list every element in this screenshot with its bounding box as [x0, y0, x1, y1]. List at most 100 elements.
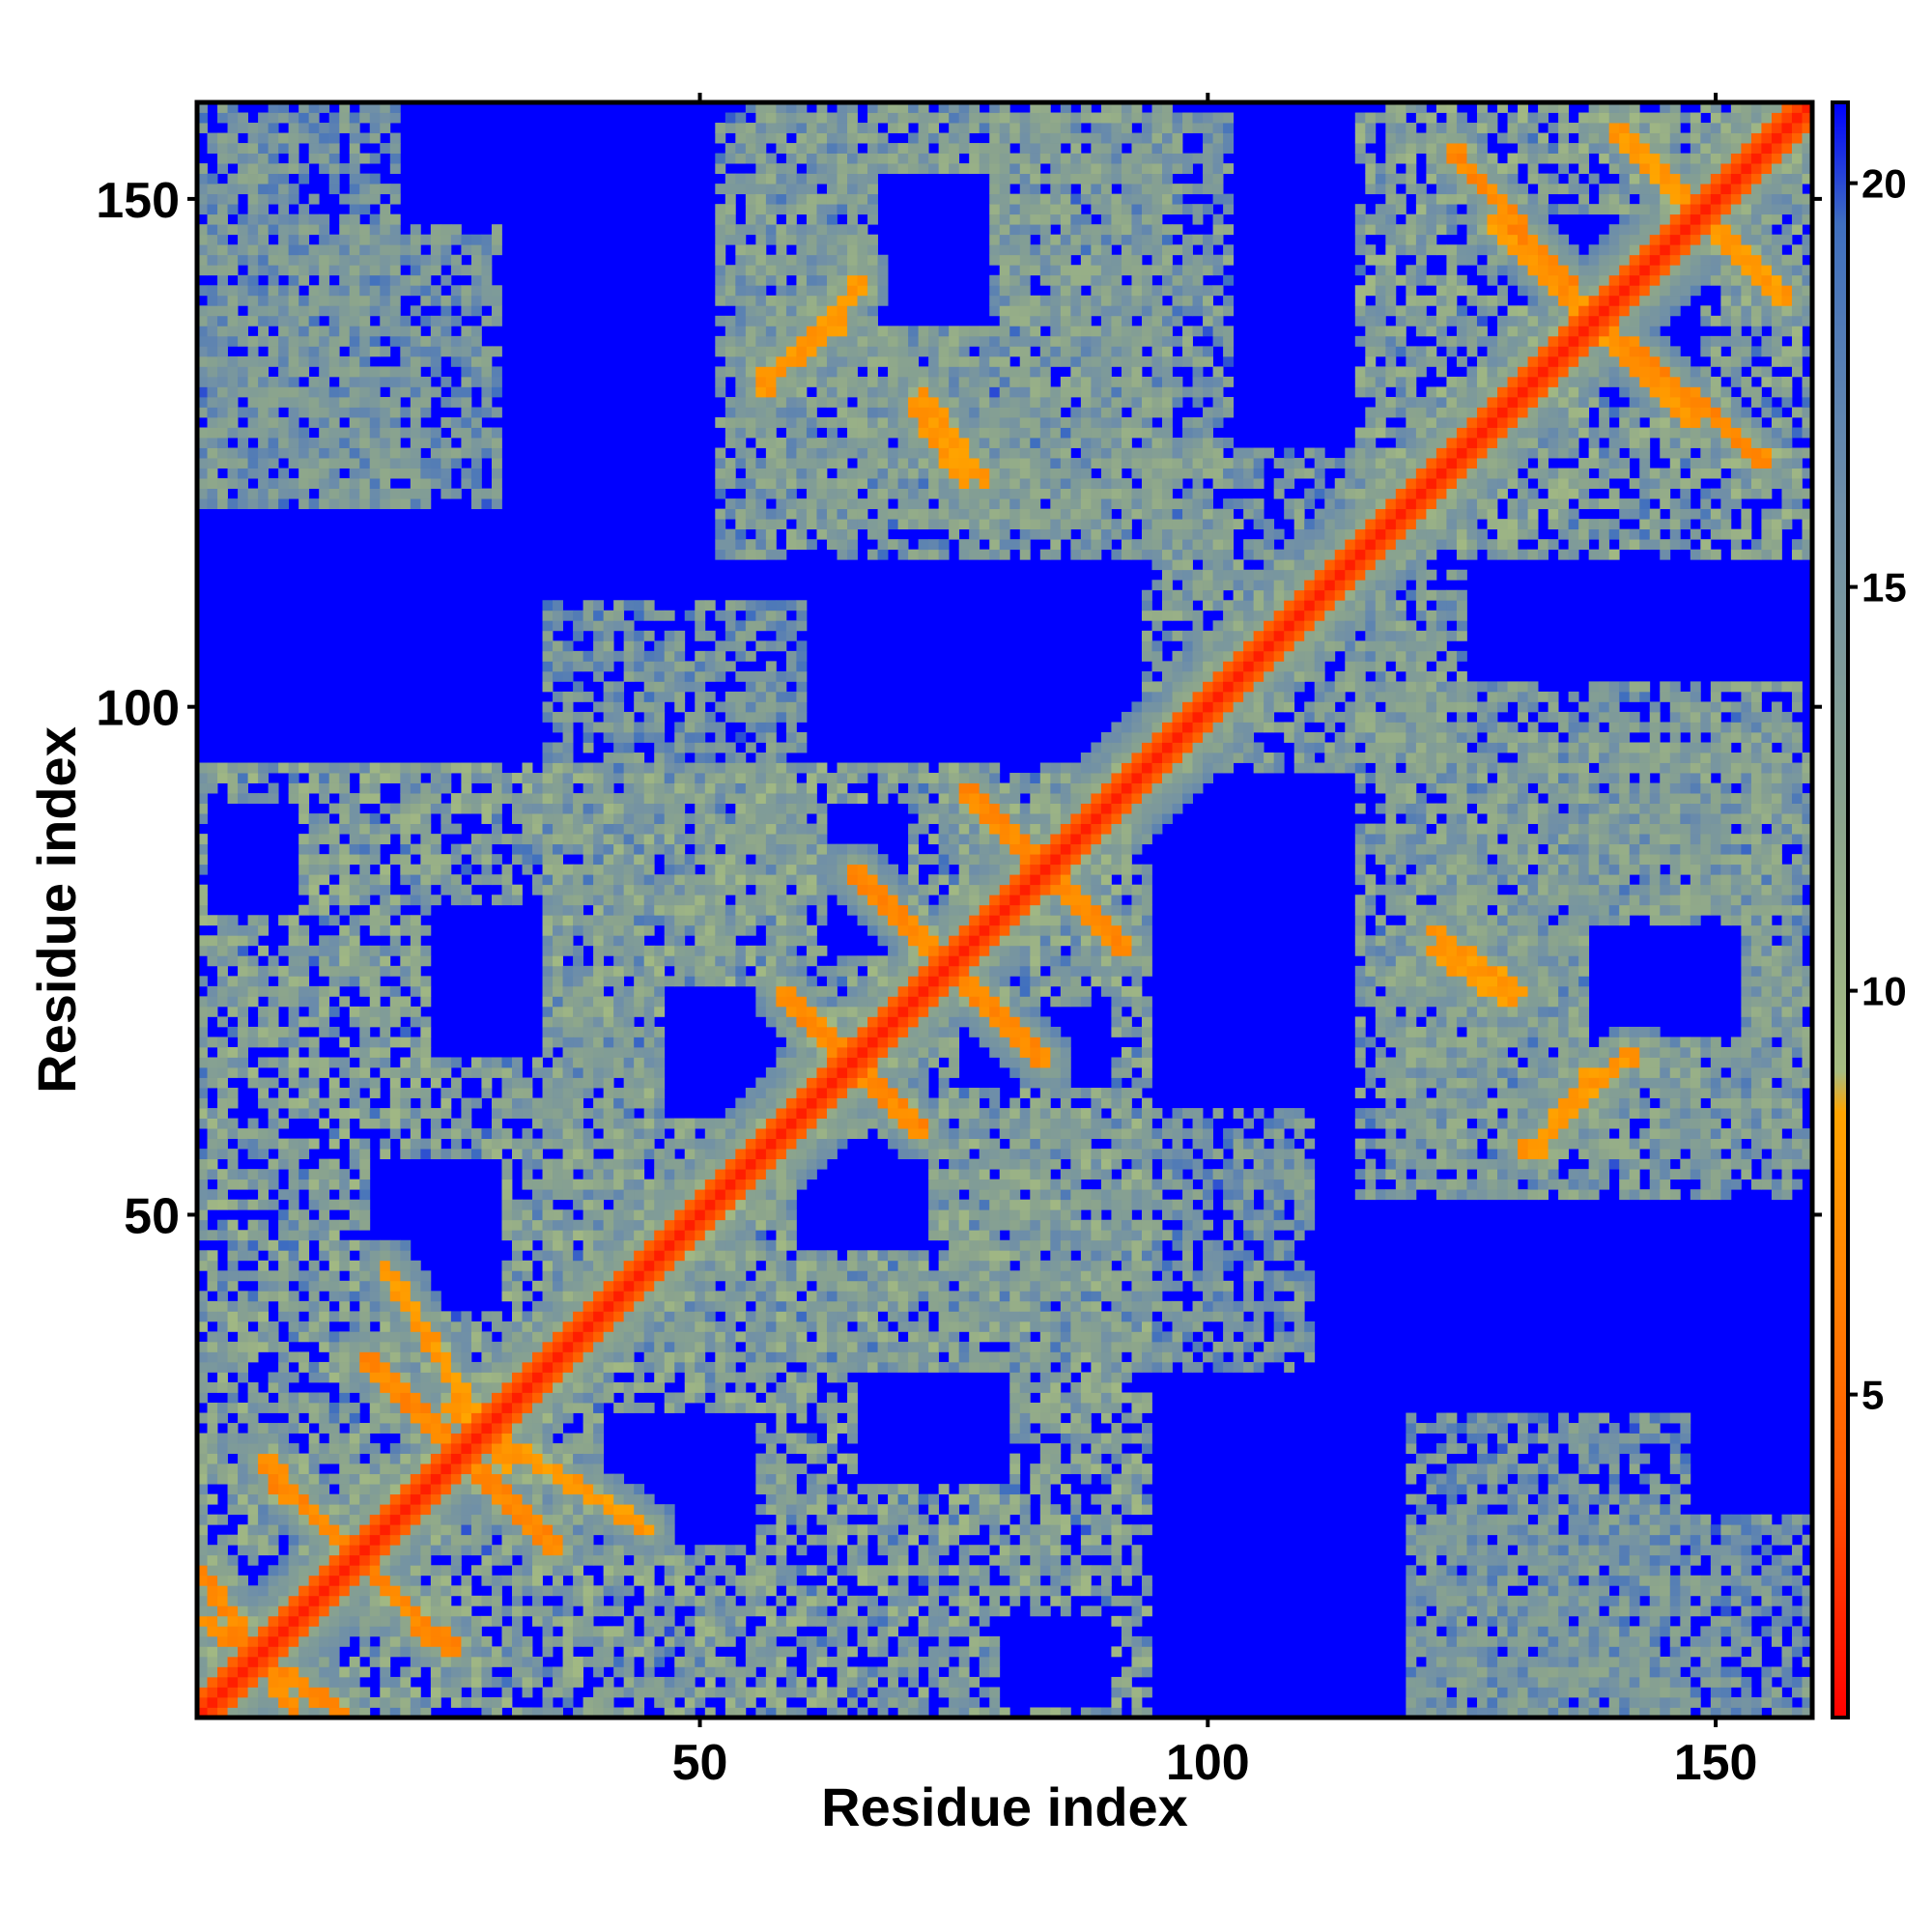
heatmap-cell [328, 773, 340, 783]
heatmap-cell [695, 1250, 706, 1262]
heatmap-cell [298, 1270, 310, 1282]
heatmap-cell [643, 1534, 655, 1546]
heatmap-cell [349, 366, 360, 378]
heatmap-cell [511, 1707, 523, 1719]
heatmap-cell [359, 285, 371, 297]
heatmap-cell [664, 1635, 675, 1647]
heatmap-cell [268, 1646, 279, 1658]
heatmap-cell [217, 224, 228, 236]
heatmap-cell [369, 295, 381, 306]
heatmap-cell [623, 1545, 635, 1556]
heatmap-cell [562, 823, 574, 835]
heatmap-cell [684, 711, 696, 723]
heatmap-cell [643, 823, 655, 835]
heatmap-cell [278, 478, 290, 489]
heatmap-cell [613, 1260, 625, 1271]
heatmap-cell [268, 1138, 279, 1150]
heatmap-cell [674, 1118, 686, 1129]
heatmap-cell [553, 1108, 563, 1119]
heatmap-cell [227, 478, 239, 489]
heatmap-cell [593, 661, 605, 672]
heatmap-cell [593, 1016, 605, 1028]
heatmap-cell [623, 1392, 635, 1404]
heatmap-cell [227, 498, 239, 510]
heatmap-cell [207, 782, 218, 794]
heatmap-cell [349, 143, 360, 154]
heatmap-cell [704, 823, 716, 835]
heatmap-cell [532, 1331, 543, 1343]
heatmap-cell [197, 1676, 208, 1688]
heatmap-cell [247, 285, 259, 297]
heatmap-cell [349, 1585, 360, 1597]
heatmap-cell [440, 224, 452, 236]
heatmap-cell [481, 1351, 493, 1363]
heatmap-cell [339, 1088, 351, 1098]
heatmap-cell [461, 355, 472, 367]
heatmap-cell [410, 1138, 421, 1150]
heatmap-cell [400, 1575, 412, 1586]
heatmap-cell [715, 1291, 726, 1302]
heatmap-cell [339, 823, 351, 835]
heatmap-cell [339, 1372, 351, 1383]
heatmap-cell [511, 1412, 523, 1424]
heatmap-cell [634, 1239, 645, 1251]
heatmap-cell [410, 1646, 421, 1658]
heatmap-cell [715, 1118, 726, 1129]
heatmap-cell [532, 793, 543, 804]
heatmap-cell [704, 1250, 716, 1262]
heatmap-cell [410, 447, 421, 459]
heatmap-cell [238, 488, 248, 499]
heatmap-cell [440, 438, 452, 448]
heatmap-cell [724, 355, 736, 367]
heatmap-cell [735, 854, 747, 866]
heatmap-cell [593, 1361, 605, 1373]
heatmap-cell [735, 528, 747, 540]
heatmap-cell [247, 1026, 259, 1037]
heatmap-cell [238, 1696, 248, 1708]
heatmap-cell [553, 753, 563, 763]
heatmap-cell [450, 1514, 462, 1525]
heatmap-cell [501, 1463, 513, 1475]
heatmap-cell [308, 895, 320, 906]
heatmap-cell [380, 1372, 391, 1383]
heatmap-cell [593, 1403, 605, 1413]
heatmap-cell [634, 1230, 645, 1241]
heatmap-cell [684, 742, 696, 753]
heatmap-cell [359, 112, 371, 124]
heatmap-cell [613, 1088, 625, 1098]
heatmap-cell [542, 1666, 554, 1678]
heatmap-cell [308, 874, 320, 886]
heatmap-cell [319, 1605, 330, 1617]
heatmap-cell [278, 1088, 290, 1098]
heatmap-cell [430, 1412, 441, 1424]
heatmap-cell [623, 1361, 635, 1373]
heatmap-cells [197, 102, 1813, 1719]
heatmap-cell [481, 773, 493, 783]
heatmap-cell [643, 1361, 655, 1373]
heatmap-cell [684, 1321, 696, 1332]
heatmap-cell [450, 1403, 462, 1413]
heatmap-cell [339, 1260, 351, 1271]
heatmap-cell [542, 1341, 554, 1352]
heatmap-cell [522, 1443, 533, 1454]
heatmap-cell [674, 762, 686, 774]
heatmap-cell [207, 366, 218, 378]
heatmap-cell [674, 1270, 686, 1282]
heatmap-cell [298, 1423, 310, 1434]
heatmap-cell [643, 1230, 655, 1241]
heatmap-cell [349, 1077, 360, 1089]
heatmap-cell [724, 274, 736, 286]
heatmap-cell [522, 782, 533, 794]
heatmap-cell [298, 1321, 310, 1332]
heatmap-cell [603, 1381, 614, 1393]
heatmap-cell [491, 1149, 502, 1160]
heatmap-cell [380, 1403, 391, 1413]
heatmap-cell [440, 346, 452, 357]
heatmap-cell [573, 955, 583, 967]
heatmap-cell [298, 1016, 310, 1028]
heatmap-cell [695, 1666, 706, 1678]
heatmap-cell [308, 1108, 320, 1119]
heatmap-cell [593, 630, 605, 641]
heatmap-cell [715, 762, 726, 774]
heatmap-cell [511, 1595, 523, 1606]
